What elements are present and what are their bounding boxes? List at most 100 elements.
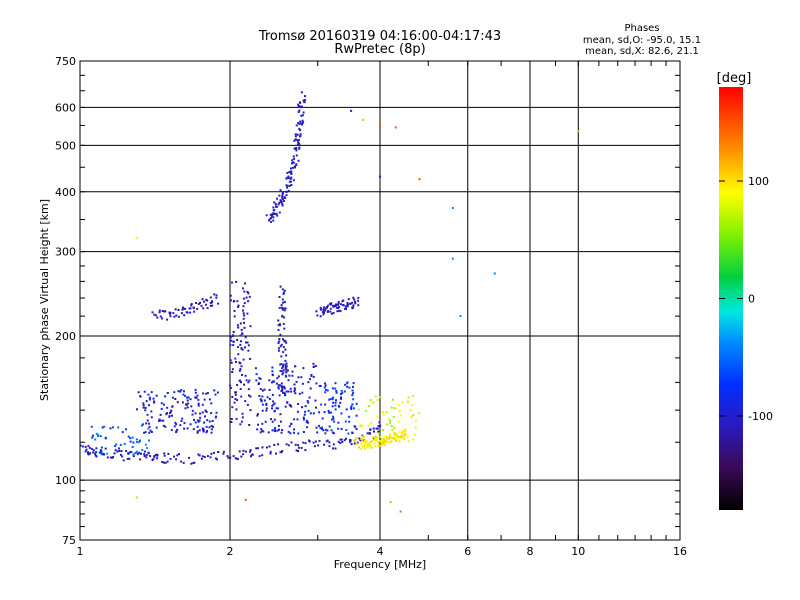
data-point	[393, 435, 396, 438]
data-point	[235, 391, 237, 394]
data-point	[295, 154, 298, 157]
data-point	[295, 380, 298, 383]
data-point	[380, 441, 383, 444]
data-point	[288, 403, 291, 406]
data-point	[287, 444, 290, 447]
data-point	[230, 418, 233, 420]
data-point	[244, 450, 247, 453]
data-point	[222, 452, 225, 455]
data-point	[283, 387, 286, 390]
data-point	[301, 105, 303, 108]
data-point	[369, 399, 372, 402]
data-point	[251, 453, 254, 456]
data-point	[324, 384, 327, 387]
data-point	[100, 453, 103, 456]
data-point	[281, 308, 284, 311]
data-point	[293, 428, 296, 431]
data-point	[183, 422, 186, 425]
data-point	[153, 455, 156, 458]
data-point	[390, 440, 393, 443]
data-point	[272, 213, 275, 216]
data-point	[390, 406, 393, 409]
data-point	[175, 430, 178, 433]
data-point	[322, 429, 325, 432]
data-point	[231, 396, 234, 398]
data-point	[378, 435, 381, 438]
data-point	[281, 387, 284, 390]
data-point	[180, 389, 183, 392]
data-point	[386, 438, 389, 441]
data-point	[278, 211, 281, 214]
x-axis-label: Frequency [MHz]	[334, 558, 426, 571]
data-point	[237, 304, 240, 307]
data-point	[162, 461, 165, 464]
data-point	[272, 216, 275, 219]
data-point	[169, 412, 172, 414]
data-point	[185, 403, 188, 406]
data-point	[174, 421, 177, 424]
data-point	[319, 306, 322, 309]
data-point	[276, 214, 279, 217]
data-points	[79, 91, 580, 513]
data-point	[271, 420, 274, 423]
data-point	[291, 161, 294, 164]
data-point	[189, 307, 192, 310]
data-point	[260, 428, 263, 431]
data-point	[99, 435, 102, 438]
data-point	[169, 311, 172, 314]
data-point	[284, 307, 287, 310]
data-point	[302, 99, 305, 102]
data-point	[280, 304, 283, 307]
data-point	[289, 177, 292, 180]
data-point	[294, 365, 297, 368]
data-point	[170, 409, 173, 412]
data-point	[232, 455, 235, 458]
data-point	[201, 403, 204, 406]
data-point	[334, 382, 337, 385]
data-point	[106, 452, 109, 455]
data-point	[345, 408, 348, 411]
data-point	[239, 423, 242, 426]
chart-subtitle: RwPretec (8p)	[334, 42, 425, 57]
x-tick-label: 8	[527, 545, 534, 558]
data-point	[335, 390, 338, 392]
data-point	[296, 133, 299, 136]
data-point	[316, 431, 319, 434]
data-point	[146, 419, 149, 422]
data-point	[244, 336, 247, 339]
data-point	[312, 362, 315, 365]
data-point	[392, 415, 395, 418]
data-point	[331, 405, 334, 408]
data-point	[261, 454, 264, 457]
data-point	[299, 134, 302, 137]
data-point	[180, 420, 183, 422]
data-point	[150, 410, 153, 413]
data-point	[210, 428, 213, 431]
data-point	[337, 302, 340, 305]
data-point	[210, 412, 213, 415]
data-point	[329, 307, 332, 310]
data-point	[387, 437, 390, 440]
data-point	[411, 395, 414, 397]
data-point	[241, 348, 244, 351]
data-point	[400, 435, 403, 438]
data-point	[189, 398, 192, 401]
data-point	[265, 409, 268, 412]
data-point	[406, 435, 409, 438]
data-point	[412, 414, 415, 417]
data-point	[297, 141, 300, 144]
data-point	[334, 387, 337, 390]
data-point	[315, 310, 318, 313]
data-point	[153, 401, 156, 404]
data-point	[240, 381, 242, 384]
data-point	[125, 428, 127, 431]
data-point	[286, 171, 289, 174]
data-point	[143, 431, 146, 434]
data-point	[493, 272, 496, 275]
data-point	[288, 171, 291, 173]
data-point	[270, 213, 273, 216]
data-point	[143, 390, 146, 393]
data-point	[180, 460, 183, 463]
data-point	[201, 411, 204, 414]
data-point	[360, 448, 363, 451]
